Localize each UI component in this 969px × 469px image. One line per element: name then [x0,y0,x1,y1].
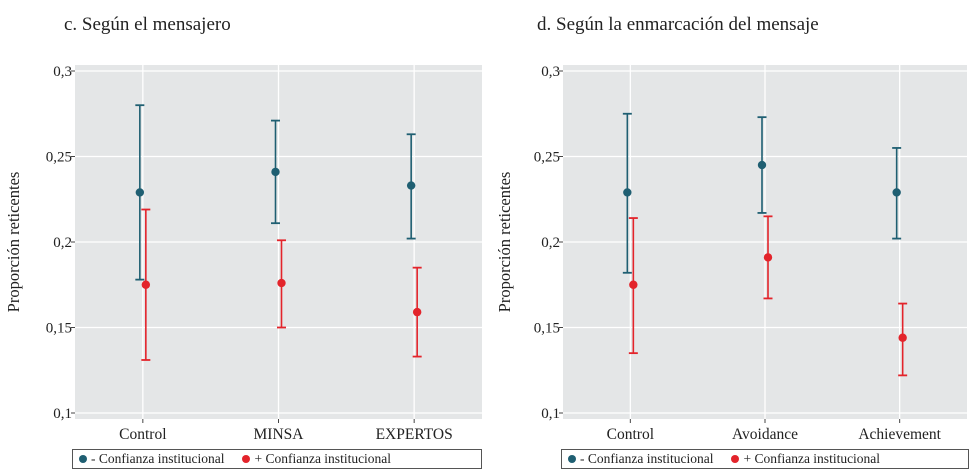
legend-item: - Confianza institucional [79,451,224,467]
legend-marker [568,455,576,463]
legend-label: - Confianza institucional [580,451,714,466]
chart-panel-mensajero: c. Según el mensajero 0,1 0,15 0,2 0,25 0,3 C… [0,0,484,469]
chart-legend: - Confianza institucional + Confianza ins… [561,449,969,469]
chart-legend: - Confianza institucional + Confianza ins… [72,449,482,469]
x-tick-label: MINSA [254,426,305,443]
y-tick-label: 0,1 [541,406,560,422]
legend-marker [242,455,251,463]
data-point [892,188,901,197]
data-point [412,307,422,317]
data-point [277,278,286,288]
y-tick-label: 0,1 [53,406,72,422]
data-point [763,253,773,262]
x-tick-label: Control [119,426,166,443]
data-point [623,188,632,197]
legend-item: + Confianza institucional [242,451,391,467]
chart-panel-enmarcacion: d. Según la enmarcación del mensaje 0,1 0… [485,0,969,469]
legend-item: - Confianza institucional [568,451,713,467]
y-tick-label: 0,2 [53,235,72,251]
y-tick-label: 0,3 [541,64,560,80]
y-tick-label: 0,3 [53,64,72,80]
y-tick-label: 0,25 [534,150,560,166]
legend-item: + Confianza institucional [731,451,880,467]
data-point [406,181,416,190]
x-tick-label: EXPERTOS [376,426,453,443]
chart-plot-enmarcacion: 0,1 0,15 0,2 0,25 0,3 Control Avoidance Achieve… [495,64,967,443]
data-point [135,188,145,197]
data-point [141,280,151,289]
legend-label: + Confianza institucional [743,451,881,466]
x-tick-label: Control [607,426,654,443]
data-point [757,160,767,170]
y-tick-label: 0,15 [534,321,560,337]
data-point [271,167,280,177]
x-tick-label: Achievement [858,426,941,443]
y-tick-label: 0,2 [541,235,560,251]
legend-marker [731,455,740,463]
y-axis-label: Proporción reticentes [495,172,514,313]
legend-label: + Confianza institucional [254,451,392,466]
data-point [898,333,907,342]
x-tick-label: Avoidance [732,426,798,443]
chart-title: c. Según el mensajero [64,14,231,35]
chart-title: d. Según la enmarcación del mensaje [537,14,819,35]
y-tick-label: 0,25 [46,150,72,166]
chart-plot-mensajero: 0,1 0,15 0,2 0,25 0,3 Control MINSA EXPERTOS Pro… [4,64,482,443]
data-point [629,280,638,289]
y-tick-label: 0,15 [46,321,72,337]
legend-marker [79,455,87,463]
legend-label: - Confianza institucional [91,451,225,466]
y-axis-label: Proporción reticentes [4,172,23,313]
